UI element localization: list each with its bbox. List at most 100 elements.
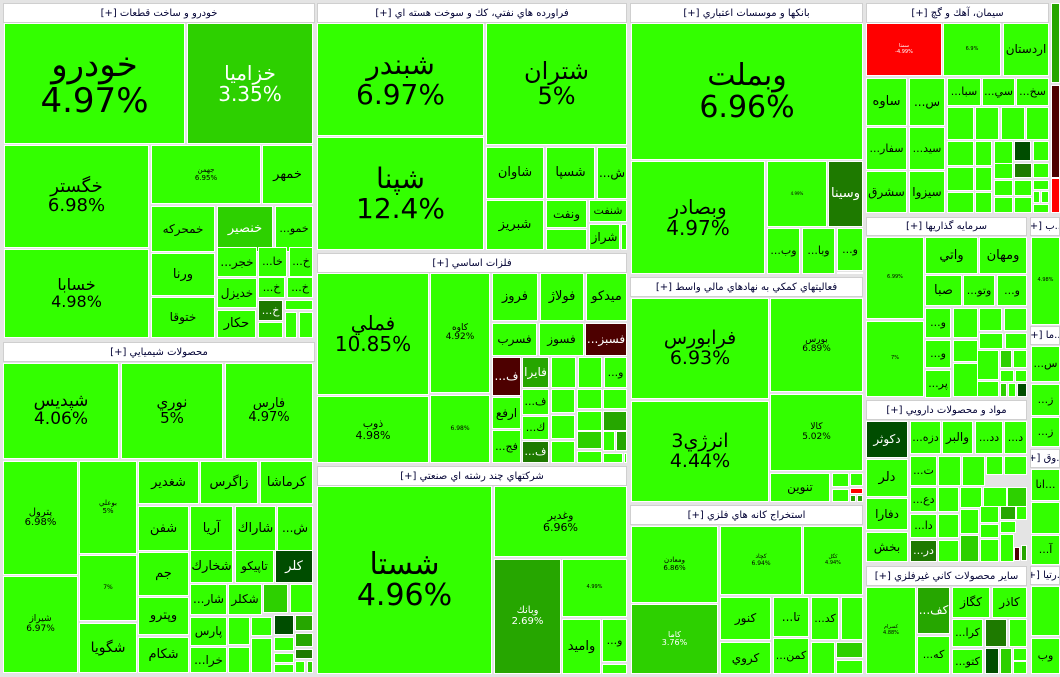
stock-tile[interactable]: خديزل (217, 278, 257, 308)
stock-tile[interactable] (1031, 586, 1060, 636)
stock-tile-small[interactable] (850, 473, 863, 486)
stock-tile-small[interactable] (295, 633, 313, 647)
stock-tile[interactable]: خ... (258, 300, 283, 321)
stock-tile[interactable]: ومهان (979, 237, 1027, 274)
stock-tile[interactable]: فايرا (522, 357, 549, 388)
stock-tile[interactable]: شكلر (228, 584, 262, 615)
stock-tile-small[interactable] (1004, 456, 1027, 475)
stock-tile[interactable]: سخ... (1016, 78, 1049, 106)
stock-tile-small[interactable] (1000, 370, 1014, 382)
stock-tile-small[interactable] (295, 615, 313, 631)
stock-tile[interactable]: كگاز (952, 587, 990, 618)
sector-header[interactable]: استخراج كانه هاي فلزي [+] (630, 505, 863, 525)
stock-tile[interactable]: و... (837, 228, 863, 271)
stock-tile-small[interactable] (274, 637, 294, 651)
stock-tile-small[interactable] (603, 453, 623, 463)
stock-tile[interactable]: فسوز (539, 323, 584, 356)
stock-tile[interactable]: ارفع (492, 397, 521, 429)
stock-tile[interactable]: شار... (190, 584, 227, 615)
stock-tile-small[interactable] (947, 107, 974, 140)
stock-tile[interactable]: شپنا 12.4% (317, 137, 484, 250)
stock-tile-small[interactable] (837, 272, 863, 274)
stock-tile-small[interactable] (295, 661, 305, 673)
stock-tile-small[interactable] (994, 180, 1013, 196)
stock-tile[interactable]: ز... (1031, 384, 1060, 416)
stock-tile[interactable]: كاوه 4.92% (430, 273, 490, 393)
stock-tile[interactable]: والبر (942, 421, 973, 454)
stock-tile-small[interactable] (960, 535, 979, 562)
stock-tile[interactable]: آ... (1031, 535, 1060, 565)
stock-tile[interactable]: و... (925, 308, 951, 338)
stock-tile[interactable]: خسابا 4.98% (4, 249, 149, 338)
stock-tile-small[interactable] (274, 664, 294, 673)
stock-tile[interactable]: ش... (597, 147, 627, 199)
stock-tile-small[interactable] (1000, 521, 1016, 533)
stock-tile[interactable]: آريا (190, 506, 233, 551)
stock-tile[interactable]: بورس 6.89% (770, 298, 863, 392)
stock-tile[interactable]: وتو... (963, 275, 995, 306)
stock-tile[interactable]: پر... (925, 370, 951, 398)
sector-header[interactable]: ...ب [+] (1030, 217, 1060, 236)
stock-tile[interactable]: خجر... (217, 247, 257, 277)
stock-tile[interactable]: وبصادر 4.97% (631, 161, 765, 274)
stock-tile-small[interactable] (947, 192, 974, 213)
stock-tile-small[interactable] (960, 509, 979, 534)
stock-tile-small[interactable] (1021, 545, 1027, 561)
sector-header[interactable]: فعاليتهاي كمكي به نهادهاي مالي واسط [+] (630, 277, 863, 297)
stock-tile-small[interactable] (975, 192, 992, 213)
stock-tile[interactable]: وب... (767, 228, 800, 274)
stock-tile[interactable]: واميد (562, 619, 601, 674)
stock-tile[interactable]: دزه... (910, 421, 941, 454)
stock-tile[interactable]: كد... (811, 597, 839, 640)
stock-tile[interactable]: پارس (190, 617, 227, 646)
stock-tile-small[interactable] (841, 597, 863, 640)
stock-tile-small[interactable] (938, 456, 961, 486)
stock-tile[interactable]: وغدير 6.96% (494, 486, 627, 557)
stock-tile[interactable]: ف... (522, 389, 549, 415)
stock-tile-small[interactable] (953, 308, 978, 338)
stock-tile[interactable]: و... (604, 357, 627, 388)
stock-tile[interactable]: س... (1031, 346, 1060, 382)
stock-tile-small[interactable] (1033, 204, 1049, 213)
stock-tile[interactable]: 4.99% (562, 559, 627, 617)
stock-tile[interactable]: شخارك (190, 550, 233, 583)
stock-tile[interactable]: كمن... (773, 638, 809, 674)
stock-tile[interactable]: ميدكو (586, 273, 627, 321)
stock-tile-small[interactable] (603, 389, 627, 409)
stock-tile[interactable]: ومعادن 6.86% (631, 526, 718, 603)
stock-tile[interactable]: شبريز (486, 200, 544, 250)
stock-tile[interactable]: سشرق (866, 171, 907, 213)
stock-tile[interactable]: كه... (917, 636, 950, 674)
stock-tile-small[interactable] (857, 495, 863, 502)
stock-tile[interactable]: پترول 6.98% (3, 461, 78, 575)
stock-tile[interactable]: دا... (910, 514, 937, 538)
stock-tile[interactable]: خمحركه (151, 206, 215, 252)
stock-tile[interactable]: سفار... (866, 127, 907, 170)
stock-tile-small[interactable] (295, 649, 313, 659)
stock-tile-small[interactable] (938, 540, 959, 562)
stock-tile-small[interactable] (985, 619, 1007, 647)
stock-tile[interactable]: سيزوا (909, 171, 945, 213)
stock-tile[interactable]: ت... (910, 456, 937, 486)
sector-header[interactable]: فلزات اساسي [+] (317, 253, 627, 273)
stock-tile[interactable]: وبا... (802, 228, 835, 274)
stock-tile[interactable]: خرا... (190, 647, 227, 673)
stock-tile-small[interactable] (1005, 333, 1027, 349)
stock-tile[interactable]: كتو... (952, 649, 983, 674)
stock-tile[interactable]: شغدير (138, 461, 199, 504)
stock-tile[interactable]: شسپا (546, 147, 595, 199)
stock-tile[interactable]: 6.99% (866, 237, 924, 319)
stock-tile[interactable]: خزاميا 3.35% (187, 23, 313, 144)
stock-tile[interactable]: د... (1004, 421, 1027, 454)
stock-tile[interactable]: بخش (866, 532, 908, 562)
stock-tile[interactable]: ونفت (546, 200, 587, 228)
stock-tile[interactable]: ساوه (866, 78, 907, 126)
stock-tile-small[interactable] (577, 431, 602, 449)
stock-tile-small[interactable] (975, 167, 992, 191)
stock-tile-small[interactable] (983, 487, 1007, 507)
stock-tile[interactable]: فولاژ (540, 273, 584, 321)
sector-header[interactable]: ...رتيا [+] (1030, 566, 1060, 585)
stock-tile-small[interactable] (1051, 3, 1060, 83)
stock-tile[interactable]: كرا... (952, 619, 983, 647)
stock-tile[interactable]: و... (925, 340, 951, 368)
